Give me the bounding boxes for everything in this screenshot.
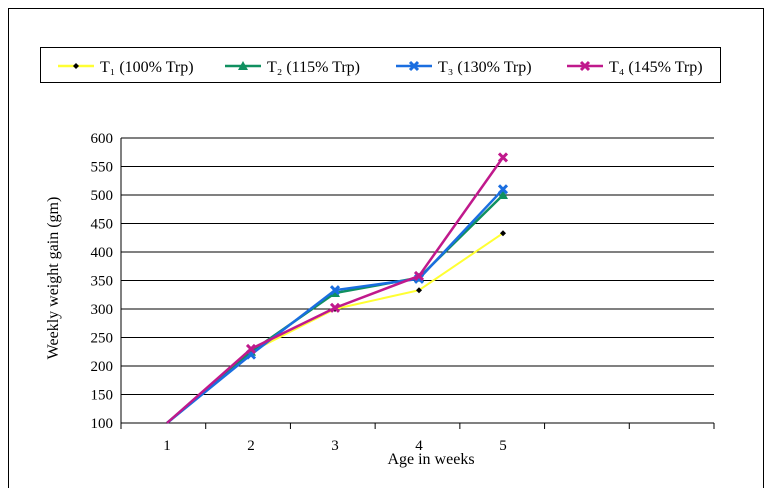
x-tick-label-3: 3	[331, 438, 339, 454]
legend-marker	[408, 60, 420, 72]
data-point	[416, 287, 422, 294]
series-3	[166, 184, 509, 424]
y-tick-label-250: 250	[91, 331, 114, 347]
chart-legend	[40, 47, 721, 83]
legend-entry-2: T₂ (115% Trp)	[225, 59, 360, 76]
data-point	[329, 285, 341, 296]
y-tick-label-550: 550	[91, 160, 114, 176]
data-point	[500, 230, 506, 237]
legend-label: T₃ (130% Trp)	[438, 59, 532, 76]
legend-entries: T₁ (100% Trp) T₂ (115% Trp) T₃ (130% Trp) T…	[58, 59, 703, 76]
chart-frame	[8, 8, 764, 488]
y-axis-title: Weekly weight gain (gm)	[45, 197, 62, 360]
y-tick-label-450: 450	[91, 217, 114, 233]
data-point	[498, 190, 508, 199]
x-tick-label-2: 2	[247, 438, 255, 454]
y-tick-label-300: 300	[91, 302, 114, 318]
series-lines	[166, 152, 509, 424]
data-point	[497, 184, 509, 195]
legend-label: T₁ (100% Trp)	[100, 59, 194, 76]
data-point	[329, 302, 341, 313]
legend-label: T₂ (115% Trp)	[267, 59, 360, 76]
axes: 100 150 200 250 300 350 400 450 500 550 600 1 2 3 4 5	[91, 131, 715, 454]
legend-entry-1: T₁ (100% Trp)	[58, 59, 194, 76]
data-point	[413, 270, 425, 282]
y-tick-label-400: 400	[91, 245, 114, 261]
gridlines	[121, 137, 714, 424]
y-tick-label-100: 100	[91, 416, 114, 432]
legend-marker	[238, 61, 248, 70]
y-tick-label-200: 200	[91, 359, 114, 375]
x-tick-label-1: 1	[163, 438, 171, 454]
legend-marker	[579, 60, 591, 72]
x-tick-label-4: 4	[415, 438, 423, 454]
y-tick-label-150: 150	[91, 388, 114, 404]
x-axis-title: Age in weeks	[387, 451, 474, 468]
data-point	[497, 152, 509, 163]
data-point	[245, 343, 257, 354]
legend-entry-4: T₄ (145% Trp)	[567, 59, 703, 76]
legend-label: T₄ (145% Trp)	[609, 59, 703, 76]
series-4	[166, 152, 509, 424]
x-tick-label-5: 5	[499, 438, 507, 454]
y-tick-label-600: 600	[91, 131, 114, 147]
legend-entry-3: T₃ (130% Trp)	[396, 59, 532, 76]
legend-marker	[73, 63, 79, 69]
y-tick-label-350: 350	[91, 274, 114, 290]
y-tick-label-500: 500	[91, 188, 114, 204]
